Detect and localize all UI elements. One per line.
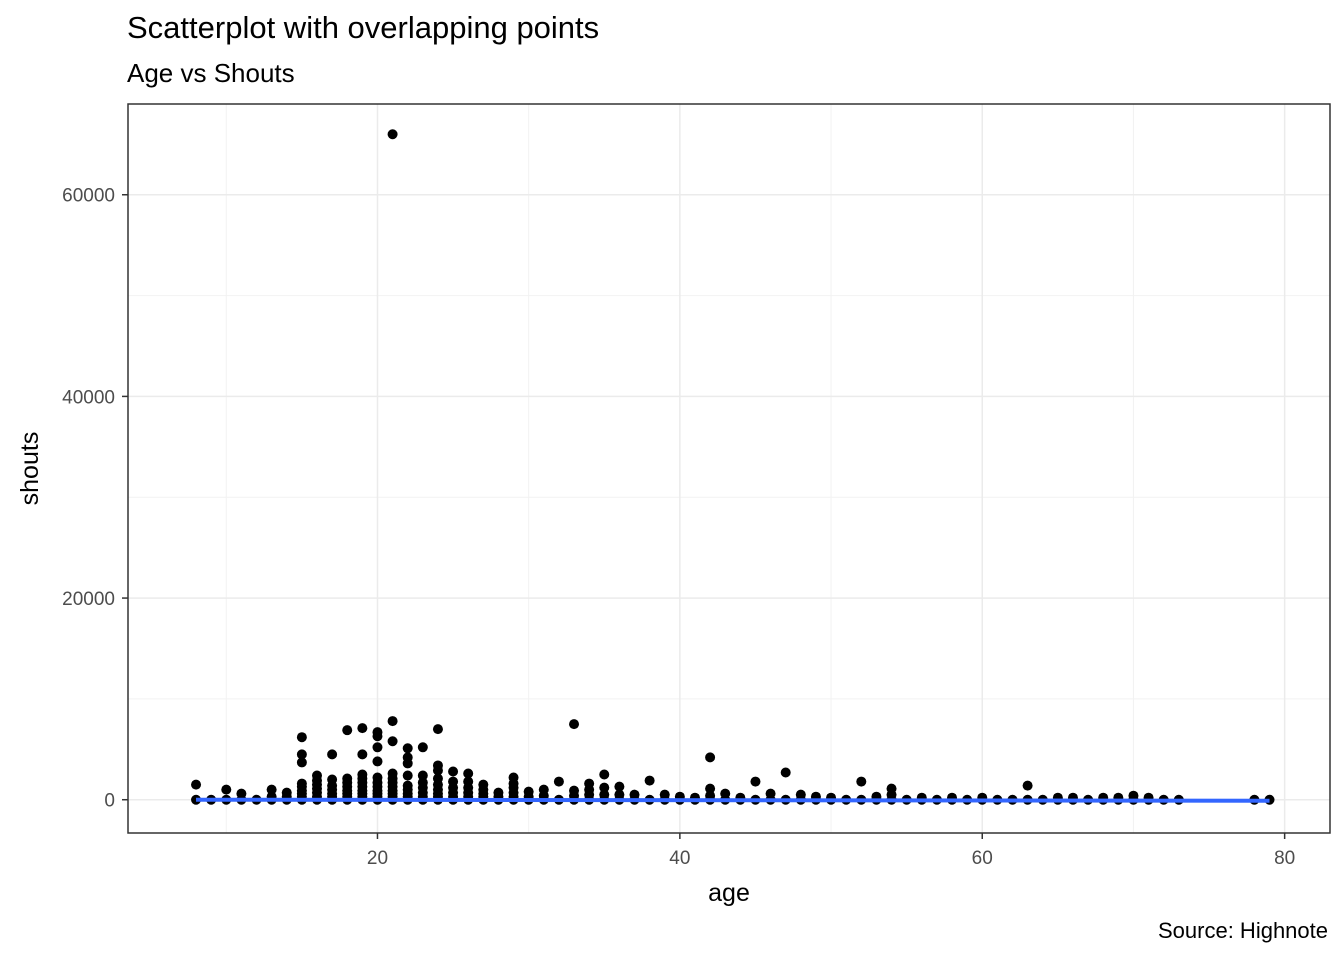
x-axis-title: age bbox=[708, 879, 750, 907]
trend-line bbox=[196, 797, 1270, 803]
data-point bbox=[705, 752, 716, 763]
data-point bbox=[432, 773, 443, 784]
data-points bbox=[191, 129, 1275, 805]
data-point bbox=[538, 784, 549, 795]
data-point bbox=[614, 789, 625, 800]
y-tick-labels: 0 20000 40000 60000 bbox=[62, 186, 115, 812]
data-point bbox=[795, 789, 806, 800]
data-point bbox=[886, 783, 897, 794]
data-point bbox=[599, 789, 610, 800]
data-point bbox=[417, 742, 428, 753]
data-point bbox=[720, 788, 731, 799]
y-tick-label: 0 bbox=[104, 791, 115, 812]
data-point bbox=[644, 775, 655, 786]
data-point bbox=[402, 752, 413, 763]
data-point bbox=[659, 789, 670, 800]
data-point bbox=[448, 776, 459, 787]
major-gridlines bbox=[128, 104, 1330, 833]
data-point bbox=[327, 774, 338, 785]
data-point bbox=[508, 772, 519, 783]
data-point bbox=[569, 785, 580, 796]
chart-subtitle: Age vs Shouts bbox=[127, 58, 295, 88]
data-point bbox=[372, 727, 383, 738]
data-point bbox=[327, 749, 338, 760]
data-point bbox=[402, 743, 413, 754]
data-point bbox=[311, 770, 322, 781]
data-point bbox=[705, 783, 716, 794]
x-tick-label: 40 bbox=[669, 848, 690, 869]
x-tick-labels: 20 40 60 80 bbox=[367, 848, 1295, 869]
data-point bbox=[569, 719, 580, 730]
chart-caption: Source: Highnote bbox=[1158, 918, 1328, 943]
data-point bbox=[402, 770, 413, 781]
data-point bbox=[387, 768, 398, 779]
y-axis-title: shouts bbox=[16, 432, 44, 506]
data-point bbox=[296, 732, 307, 743]
data-point bbox=[342, 773, 353, 784]
y-tick-label: 40000 bbox=[62, 387, 115, 408]
x-tick-label: 80 bbox=[1274, 848, 1295, 869]
data-point bbox=[599, 782, 610, 793]
data-point bbox=[281, 787, 292, 798]
chart-title: Scatterplot with overlapping points bbox=[127, 10, 600, 45]
data-point bbox=[236, 788, 247, 799]
data-point bbox=[599, 769, 610, 780]
data-point bbox=[357, 769, 368, 780]
data-point bbox=[296, 778, 307, 789]
data-point bbox=[191, 779, 202, 790]
data-point bbox=[629, 789, 640, 800]
y-tick-label: 20000 bbox=[62, 589, 115, 610]
data-point bbox=[1128, 790, 1139, 801]
data-point bbox=[387, 716, 398, 727]
data-point bbox=[417, 777, 428, 788]
data-point bbox=[1022, 780, 1033, 791]
data-point bbox=[614, 781, 625, 792]
data-point bbox=[432, 724, 443, 735]
data-point bbox=[856, 776, 867, 787]
axis-ticks bbox=[122, 193, 1286, 839]
data-point bbox=[402, 780, 413, 791]
minor-gridlines bbox=[128, 104, 1330, 833]
panel-border bbox=[127, 103, 1331, 834]
data-point bbox=[584, 778, 595, 789]
data-point bbox=[296, 749, 307, 760]
data-point bbox=[705, 790, 716, 801]
data-point bbox=[387, 736, 398, 747]
x-tick-label: 60 bbox=[972, 848, 993, 869]
data-point bbox=[221, 784, 232, 795]
data-point bbox=[448, 766, 459, 777]
data-point bbox=[750, 776, 761, 787]
data-point bbox=[387, 129, 398, 140]
y-tick-label: 60000 bbox=[62, 186, 115, 207]
data-point bbox=[342, 725, 353, 736]
data-point bbox=[493, 787, 504, 798]
data-point bbox=[463, 776, 474, 787]
data-point bbox=[357, 749, 368, 760]
data-point bbox=[417, 770, 428, 781]
data-point bbox=[372, 772, 383, 783]
data-point bbox=[478, 779, 489, 790]
x-tick-label: 20 bbox=[367, 848, 388, 869]
data-point bbox=[523, 786, 534, 797]
data-point bbox=[553, 776, 564, 787]
trend-line-path bbox=[196, 797, 1270, 803]
data-point bbox=[432, 760, 443, 771]
data-point bbox=[372, 742, 383, 753]
data-point bbox=[765, 788, 776, 799]
data-point bbox=[463, 768, 474, 779]
data-point bbox=[357, 723, 368, 734]
data-point bbox=[372, 756, 383, 767]
data-point bbox=[266, 784, 277, 795]
data-point bbox=[780, 767, 791, 778]
data-point bbox=[296, 757, 307, 768]
